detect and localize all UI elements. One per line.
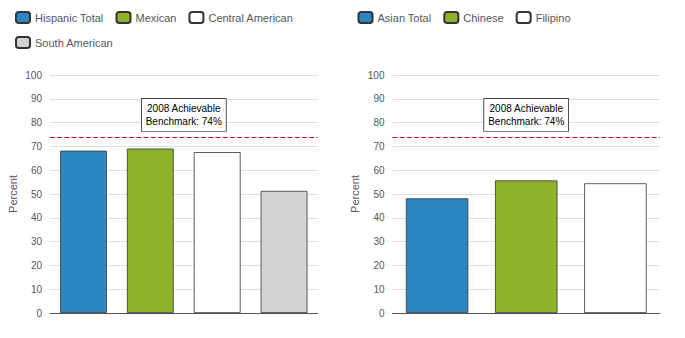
svg-text:0: 0	[379, 308, 385, 319]
svg-text:10: 10	[31, 284, 43, 295]
svg-text:2008 Achievable: 2008 Achievable	[147, 103, 221, 114]
svg-text:40: 40	[31, 212, 43, 223]
svg-text:70: 70	[31, 141, 43, 152]
svg-text:10: 10	[373, 284, 385, 295]
svg-text:80: 80	[373, 117, 385, 128]
svg-text:Benchmark: 74%: Benchmark: 74%	[146, 116, 222, 127]
svg-text:20: 20	[373, 260, 385, 271]
svg-text:60: 60	[31, 165, 43, 176]
svg-text:90: 90	[373, 93, 385, 104]
svg-text:Mexican: Mexican	[135, 12, 176, 24]
svg-text:100: 100	[25, 70, 42, 81]
svg-text:South American: South American	[35, 37, 113, 49]
svg-text:80: 80	[31, 117, 43, 128]
svg-text:Hispanic Total: Hispanic Total	[35, 12, 103, 24]
svg-text:100: 100	[368, 70, 385, 81]
svg-text:30: 30	[373, 236, 385, 247]
svg-text:Chinese: Chinese	[463, 12, 503, 24]
svg-text:40: 40	[373, 212, 385, 223]
svg-text:90: 90	[31, 93, 43, 104]
svg-text:Central American: Central American	[208, 12, 292, 24]
svg-text:Benchmark: 74%: Benchmark: 74%	[488, 116, 564, 127]
svg-text:Percent: Percent	[349, 175, 361, 213]
svg-text:70: 70	[373, 141, 385, 152]
svg-text:Filipino: Filipino	[536, 12, 571, 24]
svg-text:60: 60	[373, 165, 385, 176]
svg-text:50: 50	[31, 189, 43, 200]
svg-text:2008 Achievable: 2008 Achievable	[490, 103, 564, 114]
svg-text:Percent: Percent	[7, 175, 19, 213]
svg-text:30: 30	[31, 236, 43, 247]
svg-text:50: 50	[373, 189, 385, 200]
svg-text:Asian Total: Asian Total	[378, 12, 432, 24]
svg-text:20: 20	[31, 260, 43, 271]
svg-text:0: 0	[36, 308, 42, 319]
